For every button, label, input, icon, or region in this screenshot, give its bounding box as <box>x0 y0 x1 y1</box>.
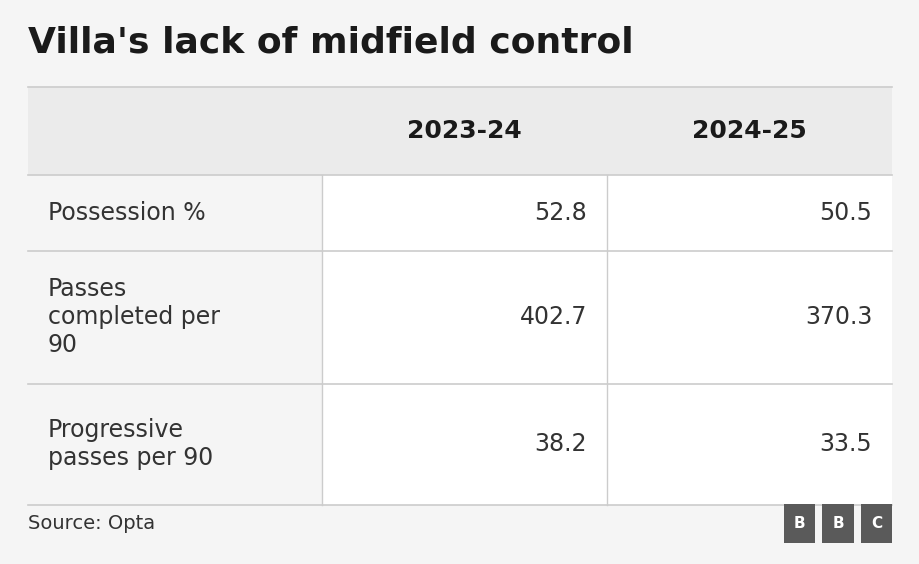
Text: Villa's lack of midfield control: Villa's lack of midfield control <box>28 25 632 59</box>
Text: Passes
completed per
90: Passes completed per 90 <box>48 277 220 357</box>
Text: Progressive
passes per 90: Progressive passes per 90 <box>48 418 213 470</box>
Text: 52.8: 52.8 <box>533 201 586 225</box>
Text: 2023-24: 2023-24 <box>406 119 521 143</box>
Text: 50.5: 50.5 <box>819 201 871 225</box>
Text: B: B <box>793 516 804 531</box>
Text: 402.7: 402.7 <box>519 305 586 329</box>
Text: C: C <box>870 516 881 531</box>
Text: Source: Opta: Source: Opta <box>28 514 154 533</box>
Text: 38.2: 38.2 <box>534 432 586 456</box>
Text: 33.5: 33.5 <box>819 432 871 456</box>
Text: B: B <box>832 516 843 531</box>
Text: 2024-25: 2024-25 <box>692 119 806 143</box>
Text: Possession %: Possession % <box>48 201 205 225</box>
Text: 370.3: 370.3 <box>804 305 871 329</box>
